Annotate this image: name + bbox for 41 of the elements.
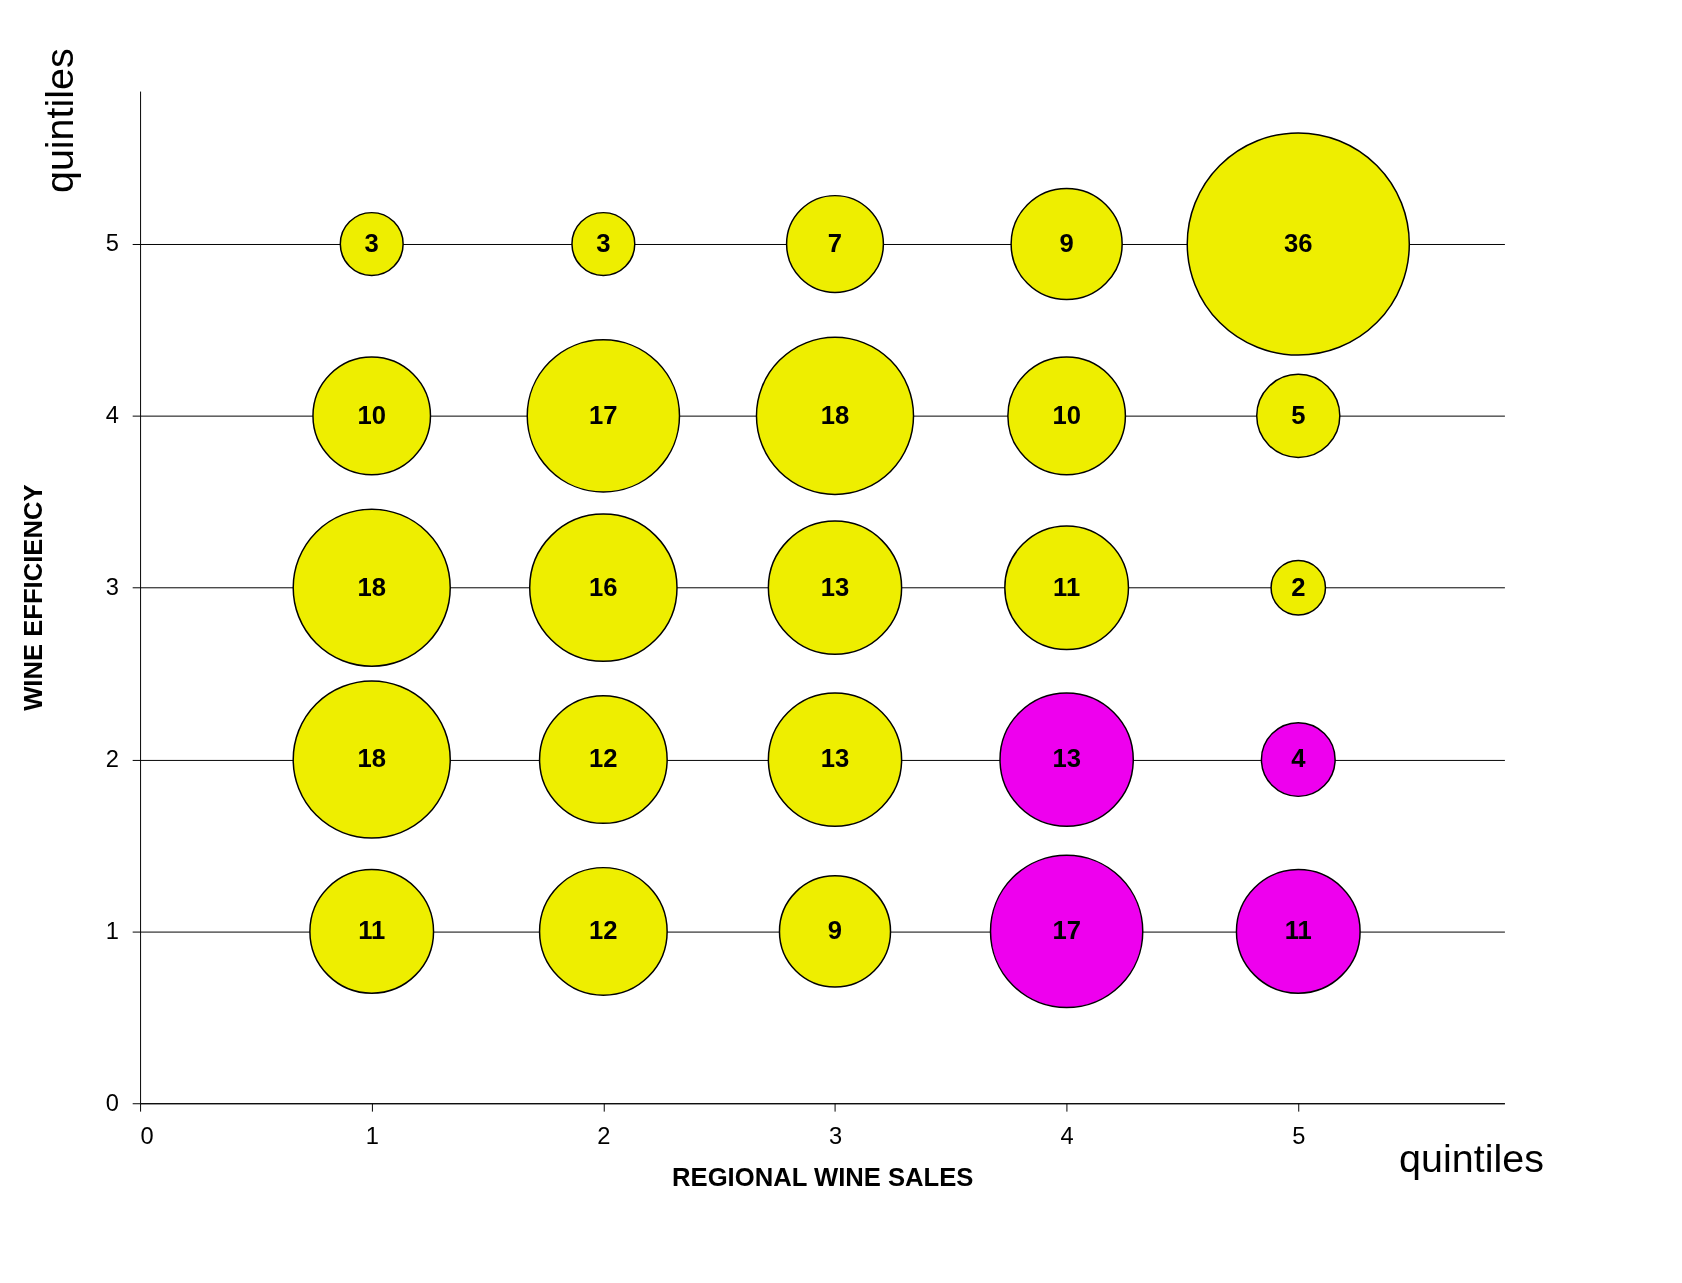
annotation: 7 [827,228,843,257]
y-tick-label: 1 [105,917,119,944]
annotation: 10 [1052,400,1081,429]
annotation: 3 [596,228,611,257]
annotation: 36 [1284,228,1313,257]
x-tick-label: 2 [597,1123,611,1150]
x-tick-label: 0 [140,1123,154,1150]
x-tick-label: 4 [1060,1123,1074,1150]
annotation: 2 [1291,572,1306,601]
annotation: 13 [1052,744,1081,773]
x-tick-label: 1 [365,1123,379,1150]
y-axis-title: WINE EFFICIENCY [18,484,47,711]
annotation: 17 [1052,916,1081,945]
annotation: 17 [589,400,618,429]
annotation: 11 [1053,572,1081,601]
annotation: 10 [357,400,386,429]
x-tick-label: 3 [828,1123,843,1150]
annotation: 18 [357,744,386,773]
annotation: 13 [820,572,850,601]
annotation: 11 [1284,916,1312,945]
annotation: 16 [589,572,618,601]
text: quintiles [37,48,81,194]
annotation: 18 [820,400,850,429]
annotation: 9 [1059,228,1074,257]
x-tick-label: 5 [1292,1123,1306,1150]
y-tick-label: 2 [105,745,119,772]
y-tick-label: 0 [105,1089,119,1116]
annotation: 13 [820,744,850,773]
y-tick-label: 5 [105,230,119,257]
y-tick-label: 4 [105,402,119,429]
y-tick-label: 3 [105,574,119,601]
annotation: 3 [364,228,379,257]
annotation: 12 [589,916,618,945]
annotation: 5 [1291,400,1306,429]
annotation: 11 [358,916,386,945]
x-axis-title: REGIONAL WINE SALES [672,1162,974,1191]
annotation: 12 [589,744,618,773]
annotation: 18 [357,572,386,601]
annotation: 9 [827,916,843,945]
annotation: 4 [1291,744,1307,773]
text: quintiles [1399,1136,1544,1181]
